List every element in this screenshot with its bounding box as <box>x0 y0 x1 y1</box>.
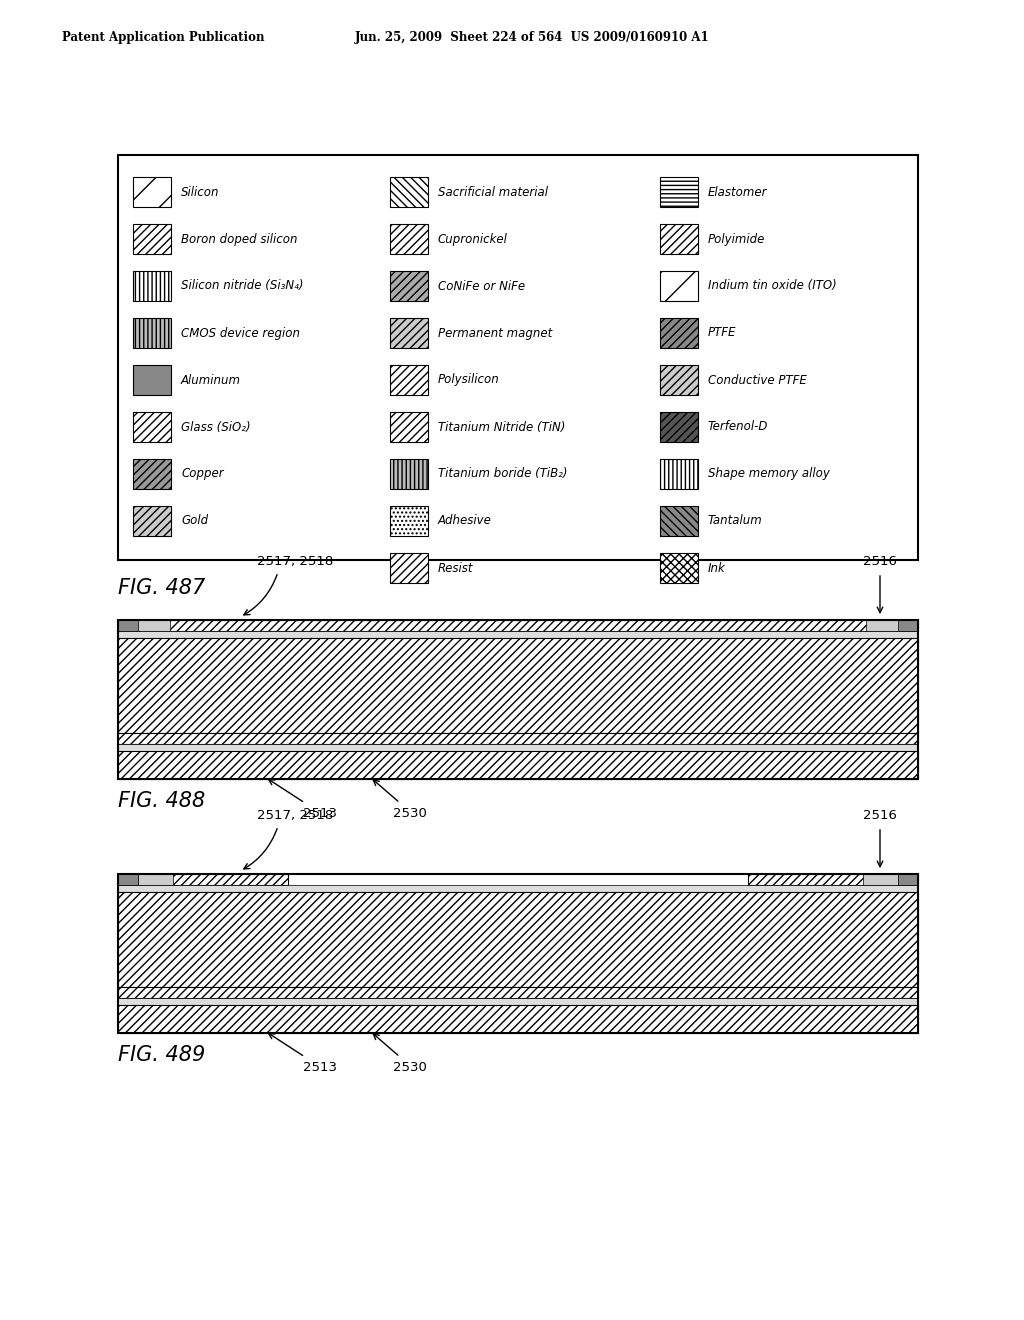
Bar <box>118 892 918 987</box>
Bar <box>133 177 171 207</box>
Bar <box>118 733 918 744</box>
Text: Adhesive: Adhesive <box>438 515 492 528</box>
Text: Polysilicon: Polysilicon <box>438 374 500 387</box>
Bar <box>390 506 428 536</box>
Text: Elastomer: Elastomer <box>708 186 768 198</box>
Text: Silicon nitride (Si₃N₄): Silicon nitride (Si₃N₄) <box>181 280 303 293</box>
Text: PTFE: PTFE <box>708 326 736 339</box>
Bar <box>118 874 288 884</box>
Text: FIG. 487: FIG. 487 <box>118 578 205 598</box>
Text: Sacrificial material: Sacrificial material <box>438 186 548 198</box>
Bar <box>118 620 918 779</box>
Text: 2517, 2518: 2517, 2518 <box>257 554 333 568</box>
Bar <box>118 154 918 560</box>
Text: Tantalum: Tantalum <box>708 515 763 528</box>
Bar <box>118 874 918 1034</box>
Bar <box>660 459 698 488</box>
Bar <box>863 874 898 884</box>
Bar <box>898 874 918 884</box>
Text: 2513: 2513 <box>303 807 337 820</box>
Text: Glass (SiO₂): Glass (SiO₂) <box>181 421 251 433</box>
Bar <box>118 998 918 1005</box>
Text: Patent Application Publication: Patent Application Publication <box>62 32 264 45</box>
Bar <box>118 1005 918 1034</box>
Text: Titanium boride (TiB₂): Titanium boride (TiB₂) <box>438 467 567 480</box>
Text: Resist: Resist <box>438 561 473 574</box>
Bar <box>118 620 170 631</box>
Bar <box>133 224 171 253</box>
Text: Polyimide: Polyimide <box>708 232 765 246</box>
Bar <box>133 412 171 442</box>
Text: Boron doped silicon: Boron doped silicon <box>181 232 298 246</box>
Text: Terfenol-D: Terfenol-D <box>708 421 768 433</box>
Bar <box>390 177 428 207</box>
Bar <box>133 506 171 536</box>
Bar <box>660 506 698 536</box>
Text: Permanent magnet: Permanent magnet <box>438 326 552 339</box>
Text: CMOS device region: CMOS device region <box>181 326 300 339</box>
Bar <box>390 224 428 253</box>
Text: 2516: 2516 <box>863 809 897 822</box>
Text: Ink: Ink <box>708 561 726 574</box>
Text: 2517, 2518: 2517, 2518 <box>257 809 333 822</box>
Text: Indium tin oxide (ITO): Indium tin oxide (ITO) <box>708 280 837 293</box>
Bar <box>118 987 918 998</box>
Text: Conductive PTFE: Conductive PTFE <box>708 374 807 387</box>
Bar <box>390 459 428 488</box>
Text: Cupronickel: Cupronickel <box>438 232 508 246</box>
Bar <box>748 874 918 884</box>
Bar <box>390 366 428 395</box>
Bar <box>133 271 171 301</box>
Text: 2530: 2530 <box>393 807 427 820</box>
Bar <box>118 874 138 884</box>
Text: Shape memory alloy: Shape memory alloy <box>708 467 829 480</box>
Bar <box>118 744 918 751</box>
Bar <box>118 638 918 733</box>
Bar <box>660 177 698 207</box>
Text: 2530: 2530 <box>393 1061 427 1074</box>
Bar <box>133 459 171 488</box>
Text: FIG. 488: FIG. 488 <box>118 791 205 810</box>
Bar <box>118 751 918 779</box>
Bar <box>118 631 918 638</box>
Bar <box>390 271 428 301</box>
Bar <box>660 553 698 583</box>
Bar <box>866 620 918 631</box>
Bar <box>138 874 173 884</box>
Text: Gold: Gold <box>181 515 208 528</box>
Text: Jun. 25, 2009  Sheet 224 of 564  US 2009/0160910 A1: Jun. 25, 2009 Sheet 224 of 564 US 2009/0… <box>355 32 710 45</box>
Bar <box>133 366 171 395</box>
Bar <box>118 620 918 631</box>
Bar <box>898 620 918 631</box>
Text: Silicon: Silicon <box>181 186 219 198</box>
Text: Titanium Nitride (TiN): Titanium Nitride (TiN) <box>438 421 565 433</box>
Text: 2513: 2513 <box>303 1061 337 1074</box>
Text: Aluminum: Aluminum <box>181 374 241 387</box>
Bar <box>133 318 171 348</box>
Bar <box>660 224 698 253</box>
Text: Copper: Copper <box>181 467 223 480</box>
Bar <box>660 412 698 442</box>
Text: FIG. 489: FIG. 489 <box>118 1045 205 1065</box>
Bar <box>660 366 698 395</box>
Bar <box>660 318 698 348</box>
Bar <box>118 884 918 892</box>
Bar <box>660 271 698 301</box>
Bar <box>390 412 428 442</box>
Bar <box>118 620 138 631</box>
Text: 2516: 2516 <box>863 554 897 568</box>
Bar <box>390 553 428 583</box>
Bar <box>390 318 428 348</box>
Text: CoNiFe or NiFe: CoNiFe or NiFe <box>438 280 525 293</box>
